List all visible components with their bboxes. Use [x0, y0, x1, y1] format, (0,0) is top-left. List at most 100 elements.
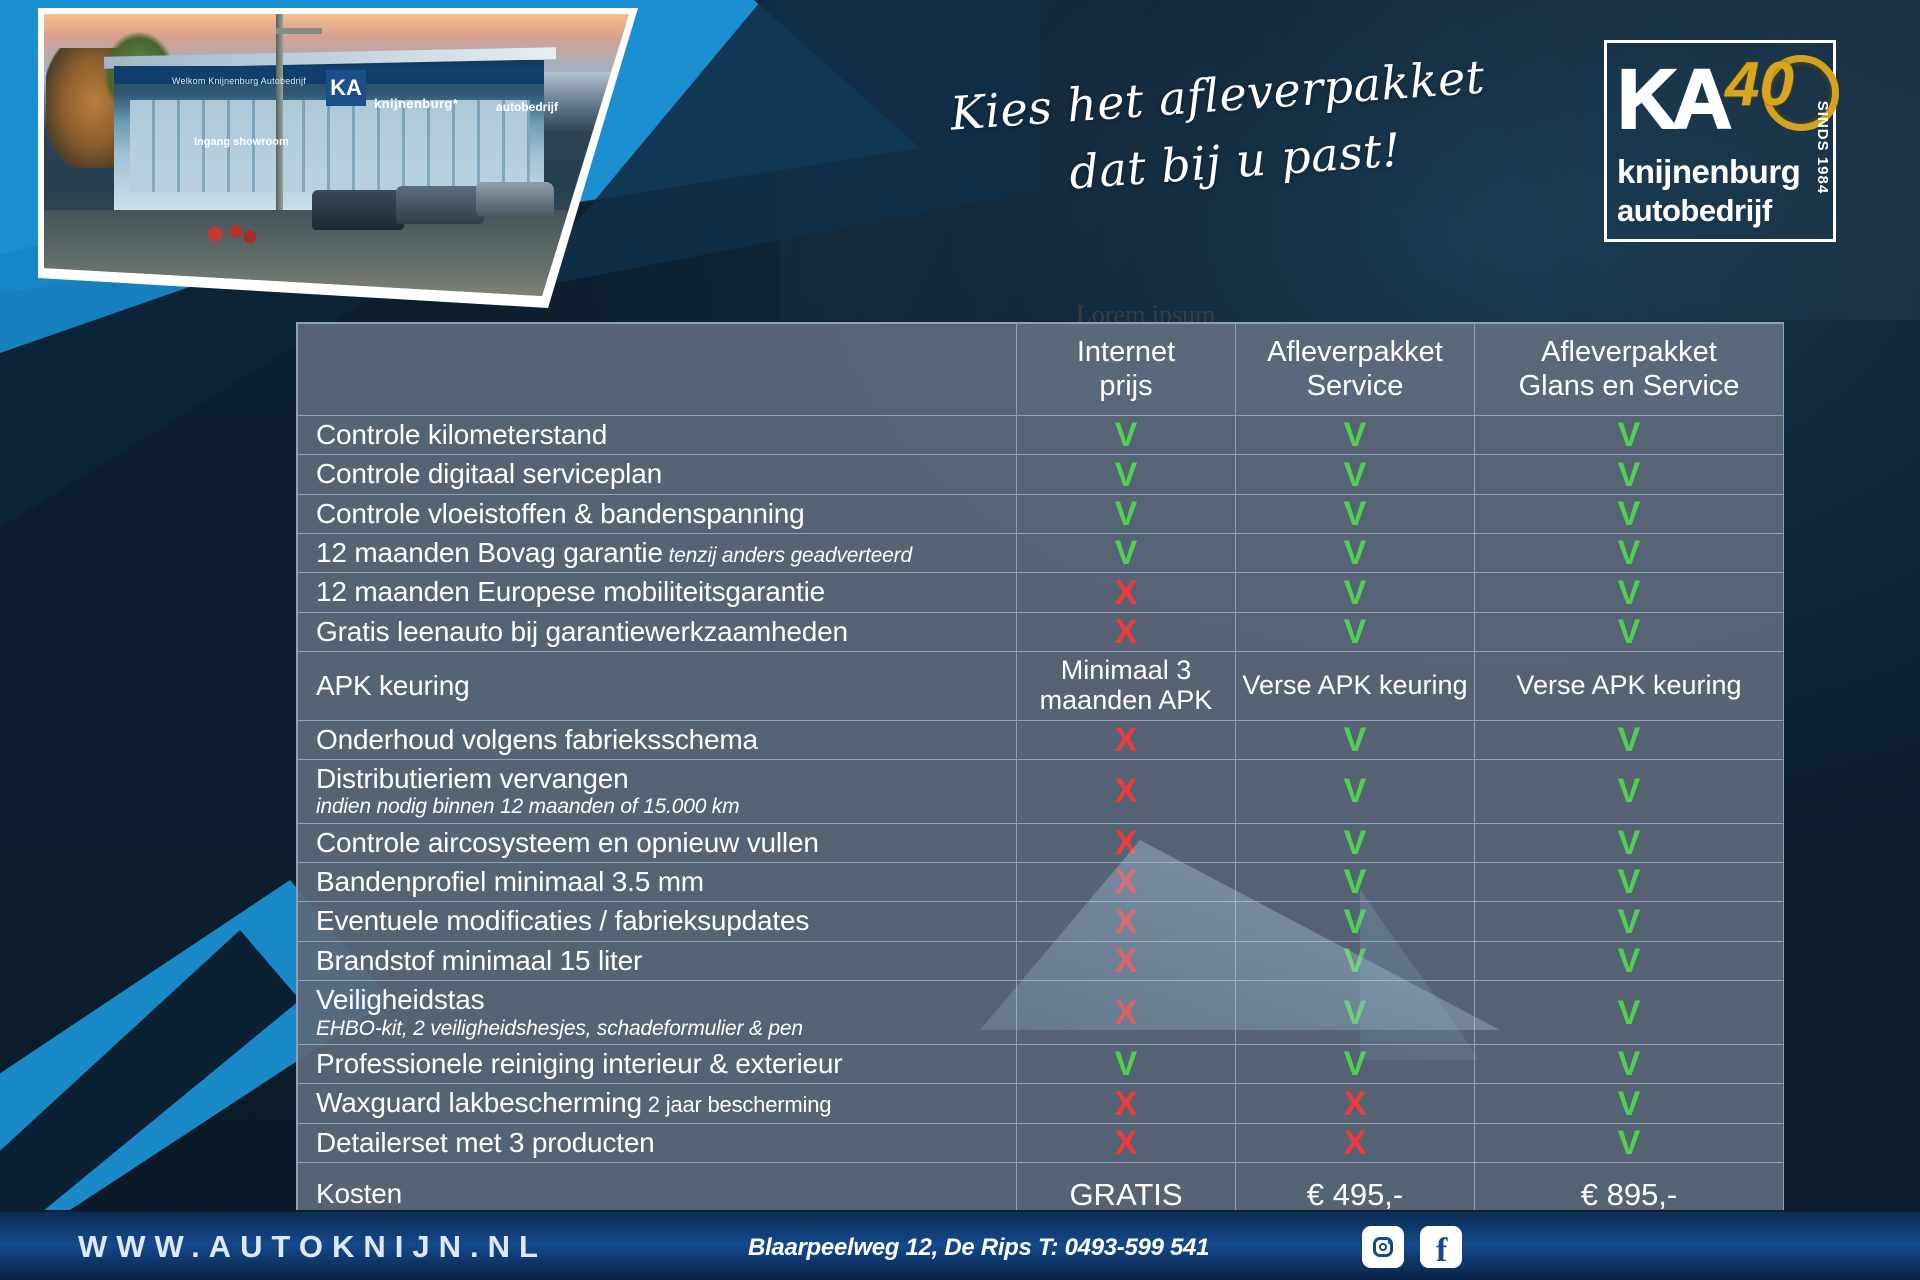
row-mark-cell: X — [1016, 980, 1236, 1046]
row-label-text: Bandenprofiel minimaal 3.5 mm — [316, 866, 704, 898]
check-icon: V — [1114, 1045, 1138, 1084]
photo-showroom-glass — [130, 100, 530, 192]
row-mark-cell: X — [1016, 611, 1236, 653]
check-icon: V — [1617, 494, 1641, 533]
photo-lightpole — [276, 14, 283, 224]
check-icon: V — [1114, 534, 1138, 573]
facebook-icon[interactable]: f — [1420, 1226, 1462, 1269]
header-line-2: prijs — [1099, 369, 1153, 402]
row-mark-cell: V — [1474, 572, 1784, 613]
check-icon: V — [1617, 863, 1641, 902]
row-label: Waxguard lakbescherming 2 jaar beschermi… — [297, 1083, 1017, 1124]
instagram-lens — [1379, 1243, 1387, 1251]
check-icon: V — [1617, 1045, 1641, 1084]
row-mark-cell: V — [1235, 1044, 1475, 1085]
table-header-row: Internet prijs Afleverpakket Service Afl… — [297, 323, 1784, 416]
row-label: Brandstof minimaal 15 liter — [297, 940, 1017, 982]
row-mark-cell: X — [1016, 862, 1236, 903]
row-mark-cell: V — [1016, 1044, 1236, 1085]
cross-icon: X — [1114, 993, 1138, 1032]
row-mark-cell: V — [1016, 414, 1236, 456]
photo-flowerbed — [194, 220, 264, 248]
check-icon: V — [1617, 1123, 1641, 1162]
cross-icon: X — [1114, 1123, 1138, 1162]
row-label: Controle vloeistoffen & bandenspanning — [297, 493, 1017, 535]
photo-welcome-sign: Welkom Knijnenburg Autobedrijf — [172, 76, 306, 86]
row-label: Bandenprofiel minimaal 3.5 mm — [297, 862, 1017, 903]
logo-gold-ring — [1763, 55, 1839, 131]
logo-company-subtitle: autobedrijf — [1617, 193, 1772, 228]
check-icon: V — [1617, 416, 1641, 455]
row-label-text: Distributieriem vervangen — [316, 762, 629, 794]
row-label: Onderhoud volgens fabrieksschema — [297, 719, 1017, 760]
cross-icon: X — [1114, 573, 1138, 612]
row-mark-cell: V — [1016, 533, 1236, 574]
instagram-icon[interactable] — [1362, 1226, 1404, 1268]
check-icon: V — [1343, 863, 1367, 902]
check-icon: V — [1617, 720, 1641, 759]
check-icon: V — [1617, 942, 1641, 981]
table-row: APK keuring Minimaal 3 maanden APK Verse A… — [297, 651, 1784, 721]
row-label-note: tenzij anders geadverteerd — [662, 544, 912, 568]
table-row: Waxguard lakbescherming 2 jaar beschermi… — [297, 1083, 1784, 1124]
photo-entrance-sign: Ingang showroom — [194, 136, 289, 148]
photo-car — [312, 190, 404, 230]
header-afleverpakket-glans-en-service: Afleverpakket Glans en Service — [1474, 323, 1784, 416]
row-mark-cell: X — [1235, 1083, 1475, 1124]
check-icon: V — [1617, 772, 1641, 811]
row-label: Distributieriem vervangen indien nodig bi… — [297, 758, 1017, 824]
address-and-phone: Blaarpeelweg 12, De Rips T: 0493-599 541 — [748, 1234, 1210, 1261]
cross-icon: X — [1114, 902, 1138, 941]
row-label-text: Detailerset met 3 producten — [316, 1126, 655, 1158]
check-icon: V — [1343, 720, 1367, 759]
row-mark-cell: V — [1235, 862, 1475, 903]
row-label: 12 maanden Europese mobiliteitsgarantie — [297, 572, 1017, 613]
check-icon: V — [1343, 455, 1367, 494]
table-row: Gratis leenauto bij garantiewerkzaamhede… — [297, 611, 1784, 653]
cross-icon: X — [1114, 772, 1138, 811]
row-mark-cell: X — [1016, 1122, 1236, 1164]
check-icon: V — [1617, 612, 1641, 651]
check-icon: V — [1114, 416, 1138, 455]
row-label-text: 12 maanden Europese mobiliteitsgarantie — [316, 576, 825, 608]
dealership-photo: KA Welkom Knijnenburg Autobedrijf knijne… — [44, 14, 629, 296]
row-mark-cell: X — [1016, 822, 1236, 864]
table-row: Professionele reiniging interieur & exte… — [297, 1044, 1784, 1085]
row-text-cell: Minimaal 3 maanden APK — [1016, 651, 1236, 721]
row-label: Controle kilometerstand — [297, 414, 1017, 456]
row-label: 12 maanden Bovag garantie tenzij anders … — [297, 533, 1017, 574]
header-line-1: Internet — [1076, 336, 1176, 369]
check-icon: V — [1343, 823, 1367, 862]
row-mark-cell: V — [1474, 940, 1784, 982]
check-icon: V — [1343, 772, 1367, 811]
row-mark-cell: V — [1474, 862, 1784, 903]
row-label-text: APK keuring — [316, 669, 470, 701]
check-icon: V — [1343, 1045, 1367, 1084]
row-mark-cell: V — [1235, 719, 1475, 760]
header-blank — [297, 323, 1017, 416]
row-label: Detailerset met 3 producten — [297, 1122, 1017, 1164]
row-mark-cell: V — [1235, 414, 1475, 456]
row-mark-cell: V — [1235, 454, 1475, 495]
facebook-f-glyph: f — [1436, 1232, 1448, 1269]
row-label: Gratis leenauto bij garantiewerkzaamhede… — [297, 611, 1017, 653]
website-url[interactable]: WWW.AUTOKNIJN.NL — [78, 1229, 547, 1264]
table-row: Controle aircosysteem en opnieuw vullen X… — [297, 822, 1784, 864]
photo-autobedrijf-sign: autobedrijf — [496, 100, 558, 114]
table-row: Veiligheidstas EHBO-kit, 2 veiligheidshes… — [297, 980, 1784, 1046]
check-icon: V — [1617, 823, 1641, 862]
row-label: Controle aircosysteem en opnieuw vullen — [297, 822, 1017, 864]
row-mark-cell: V — [1474, 454, 1784, 495]
row-label-text: Controle digitaal serviceplan — [316, 458, 662, 490]
row-label: APK keuring — [297, 651, 1017, 721]
row-mark-cell: V — [1235, 533, 1475, 574]
photo-lightpole-arm — [276, 28, 322, 34]
row-label: Controle digitaal serviceplan — [297, 454, 1017, 495]
check-icon: V — [1617, 455, 1641, 494]
photo-car — [476, 182, 554, 216]
table-row: Controle kilometerstand V V V — [297, 414, 1784, 456]
cross-icon: X — [1343, 1123, 1367, 1162]
header-afleverpakket-service: Afleverpakket Service — [1235, 323, 1475, 416]
row-mark-cell: V — [1235, 901, 1475, 942]
check-icon: V — [1343, 416, 1367, 455]
